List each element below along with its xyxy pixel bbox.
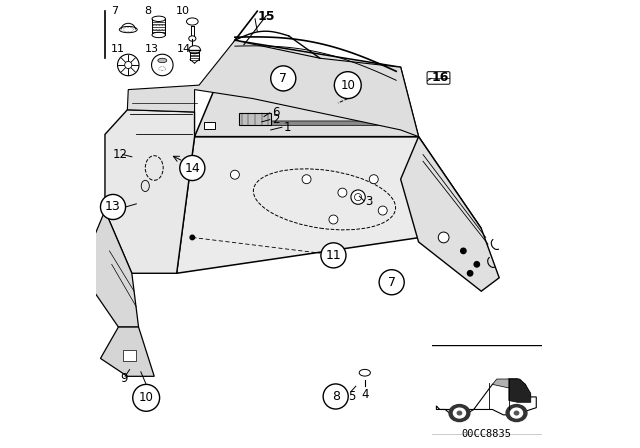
Circle shape [230,170,239,179]
Text: 13: 13 [105,200,121,214]
Ellipse shape [152,16,165,22]
Circle shape [329,215,338,224]
Text: 00CC8835: 00CC8835 [461,429,511,439]
Text: 11: 11 [111,44,125,54]
Text: 15: 15 [257,10,275,23]
Circle shape [338,188,347,197]
Ellipse shape [158,58,167,63]
Polygon shape [195,40,419,137]
Polygon shape [100,327,154,376]
Circle shape [378,206,387,215]
Text: 2: 2 [272,113,280,126]
Text: 10: 10 [340,78,355,92]
Circle shape [152,54,173,76]
Polygon shape [239,113,271,125]
Text: 9: 9 [120,372,128,385]
Polygon shape [105,110,195,273]
Text: 10: 10 [176,6,189,16]
Text: 7: 7 [111,6,118,16]
Text: 14: 14 [177,44,191,54]
Polygon shape [204,122,214,129]
Ellipse shape [189,36,196,41]
Text: 7: 7 [279,72,287,85]
Text: 8: 8 [145,6,152,16]
Text: 1: 1 [284,121,292,134]
Ellipse shape [189,46,200,54]
Text: 5: 5 [348,390,355,403]
Polygon shape [264,121,392,125]
Text: 11: 11 [326,249,341,262]
Circle shape [467,271,473,276]
Polygon shape [177,137,481,273]
Text: 10: 10 [139,391,154,405]
Circle shape [461,248,466,254]
Polygon shape [93,211,138,327]
FancyBboxPatch shape [427,72,450,84]
Polygon shape [401,137,499,291]
Circle shape [438,232,449,243]
Text: 12: 12 [113,148,128,161]
Text: 8: 8 [332,390,340,403]
Circle shape [190,235,195,240]
Ellipse shape [186,18,198,25]
Circle shape [118,54,139,76]
Circle shape [321,243,346,268]
Circle shape [334,72,361,99]
Text: 13: 13 [145,44,158,54]
Circle shape [132,384,159,411]
Text: 6: 6 [272,106,280,120]
Text: 4: 4 [361,388,369,401]
Circle shape [355,194,362,201]
Text: 14: 14 [184,161,200,175]
Circle shape [180,155,205,181]
Polygon shape [123,350,136,361]
Text: 3: 3 [365,195,372,208]
Circle shape [379,270,404,295]
Circle shape [100,194,125,220]
Circle shape [474,262,479,267]
Text: 16: 16 [432,70,449,84]
Circle shape [302,175,311,184]
Ellipse shape [119,26,137,33]
Circle shape [351,190,365,204]
Text: 7: 7 [388,276,396,289]
Ellipse shape [152,32,165,38]
Circle shape [369,175,378,184]
Polygon shape [127,40,419,137]
Circle shape [271,66,296,91]
Circle shape [125,61,132,69]
Circle shape [323,384,348,409]
Ellipse shape [359,369,371,376]
